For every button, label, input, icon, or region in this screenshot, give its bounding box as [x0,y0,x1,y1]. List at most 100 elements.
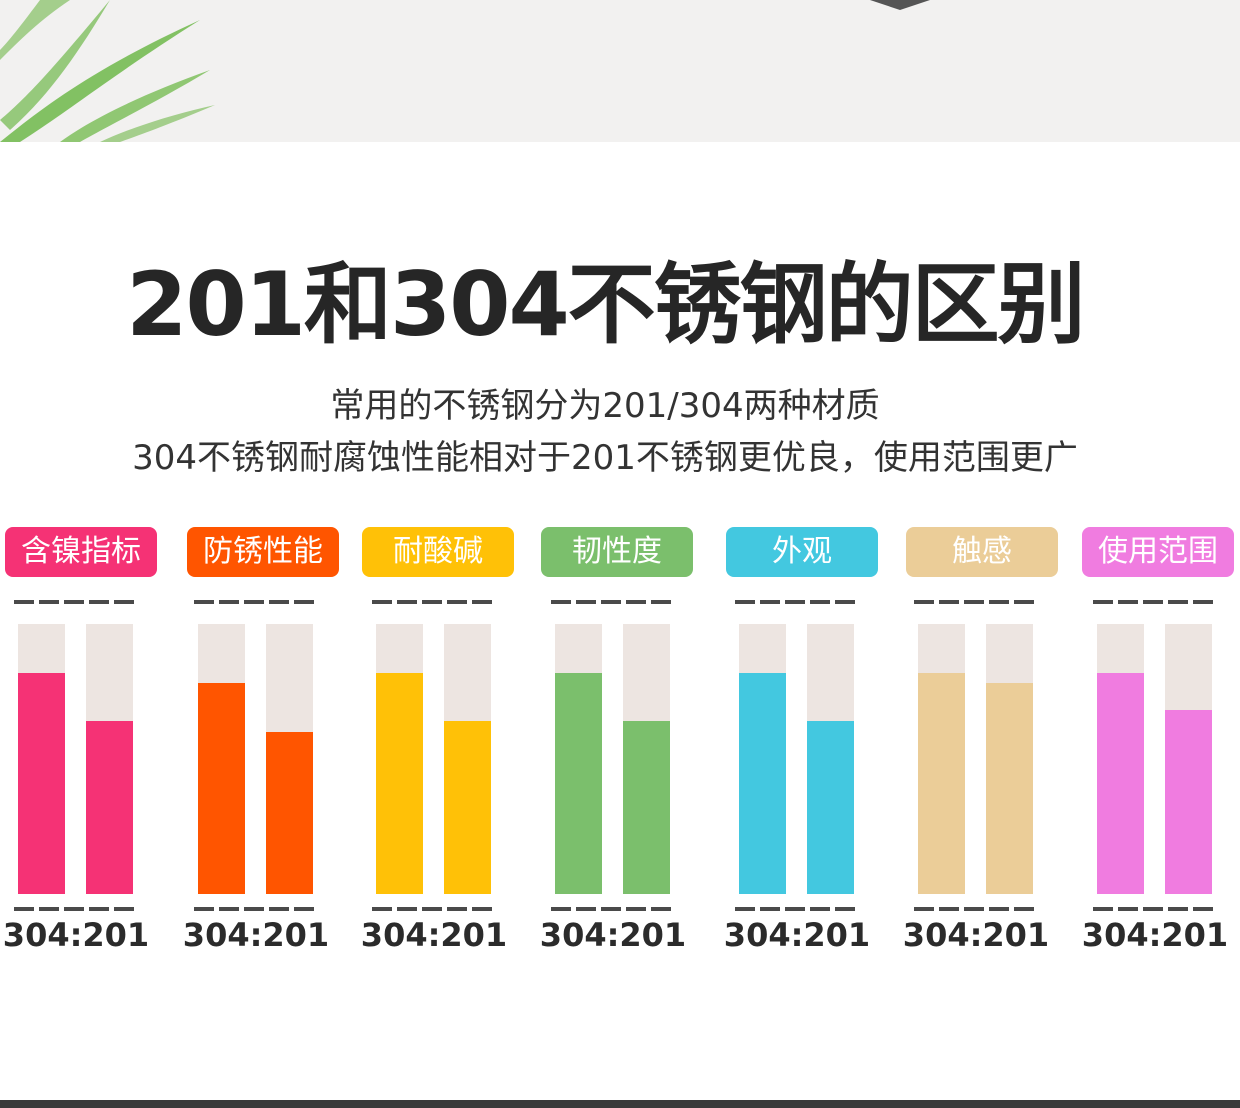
ratio-label: 304:201 [2,916,150,954]
bottom-dash [397,907,417,911]
top-dash [14,600,34,604]
top-dash [472,600,492,604]
bottom-dash [447,907,467,911]
ratio-label: 304:201 [182,916,330,954]
bar-track-201 [444,624,491,894]
bottom-dash [626,907,646,911]
bottom-dash [472,907,492,911]
bottom-dash [601,907,621,911]
top-dash [1118,600,1138,604]
bar-201 [266,732,313,894]
top-dash [294,600,314,604]
top-dash [397,600,417,604]
bar-track-201 [1165,624,1212,894]
bottom-dash [422,907,442,911]
bottom-dash [1168,907,1188,911]
bottom-dash [294,907,314,911]
category-label: 触感 [906,527,1058,577]
bar-304 [376,672,423,894]
bottom-dash [1014,907,1034,911]
top-dash [835,600,855,604]
bottom-dash [194,907,214,911]
page-title: 201和304不锈钢的区别 [126,253,1085,356]
ratio-label: 304:201 [1081,916,1229,954]
bottom-dash [835,907,855,911]
bottom-dash [760,907,780,911]
bottom-dash [1118,907,1138,911]
top-dash [269,600,289,604]
top-dash [194,600,214,604]
bottom-dash [372,907,392,911]
bottom-dash [785,907,805,911]
bottom-dash [939,907,959,911]
bottom-dash [244,907,264,911]
top-dash [244,600,264,604]
bar-track-201 [266,624,313,894]
hanging-object-icon [870,0,930,10]
bottom-dash [1093,907,1113,911]
palm-leaf-decoration [0,0,930,142]
top-dash [1168,600,1188,604]
top-dash [964,600,984,604]
bottom-dash [964,907,984,911]
top-dash [785,600,805,604]
subtitle-line-2: 304不锈钢耐腐蚀性能相对于201不锈钢更优良，使用范围更广 [132,438,1078,478]
bar-304 [739,672,786,894]
bar-track-304 [739,624,786,894]
bottom-dash [1193,907,1213,911]
top-dash [422,600,442,604]
bar-201 [986,683,1033,894]
category-label: 外观 [726,527,878,577]
category-label: 含镍指标 [5,527,157,577]
bar-304 [18,672,65,894]
top-dash [1193,600,1213,604]
category-label: 防锈性能 [187,527,339,577]
top-dash [914,600,934,604]
bar-track-201 [986,624,1033,894]
bottom-dash [735,907,755,911]
bar-304 [918,672,965,894]
bar-304 [555,672,602,894]
bar-201 [623,721,670,894]
bar-track-304 [918,624,965,894]
top-dash [447,600,467,604]
bar-track-201 [623,624,670,894]
top-banner [0,0,1240,142]
bottom-dash [1143,907,1163,911]
bottom-dash [219,907,239,911]
category-label: 耐酸碱 [362,527,514,577]
bar-track-304 [1097,624,1144,894]
top-dash [601,600,621,604]
top-dash [64,600,84,604]
bottom-dash [551,907,571,911]
bar-201 [1165,710,1212,894]
top-dash [1093,600,1113,604]
subtitle-line-1: 常用的不锈钢分为201/304两种材质 [330,386,880,426]
bar-track-304 [18,624,65,894]
bar-304 [198,683,245,894]
bar-201 [86,721,133,894]
top-dash [1014,600,1034,604]
category-label: 使用范围 [1082,527,1234,577]
top-dash [89,600,109,604]
top-dash [39,600,59,604]
top-dash [551,600,571,604]
bottom-divider [0,1100,1240,1108]
ratio-label: 304:201 [360,916,508,954]
bottom-dash [269,907,289,911]
top-dash [760,600,780,604]
bar-track-304 [555,624,602,894]
bar-304 [1097,672,1144,894]
top-dash [989,600,1009,604]
top-dash [939,600,959,604]
top-dash [735,600,755,604]
bottom-dash [14,907,34,911]
category-label: 韧性度 [541,527,693,577]
bottom-dash [64,907,84,911]
bottom-dash [39,907,59,911]
top-dash [114,600,134,604]
bottom-dash [576,907,596,911]
ratio-label: 304:201 [723,916,871,954]
bar-track-304 [376,624,423,894]
bottom-dash [114,907,134,911]
